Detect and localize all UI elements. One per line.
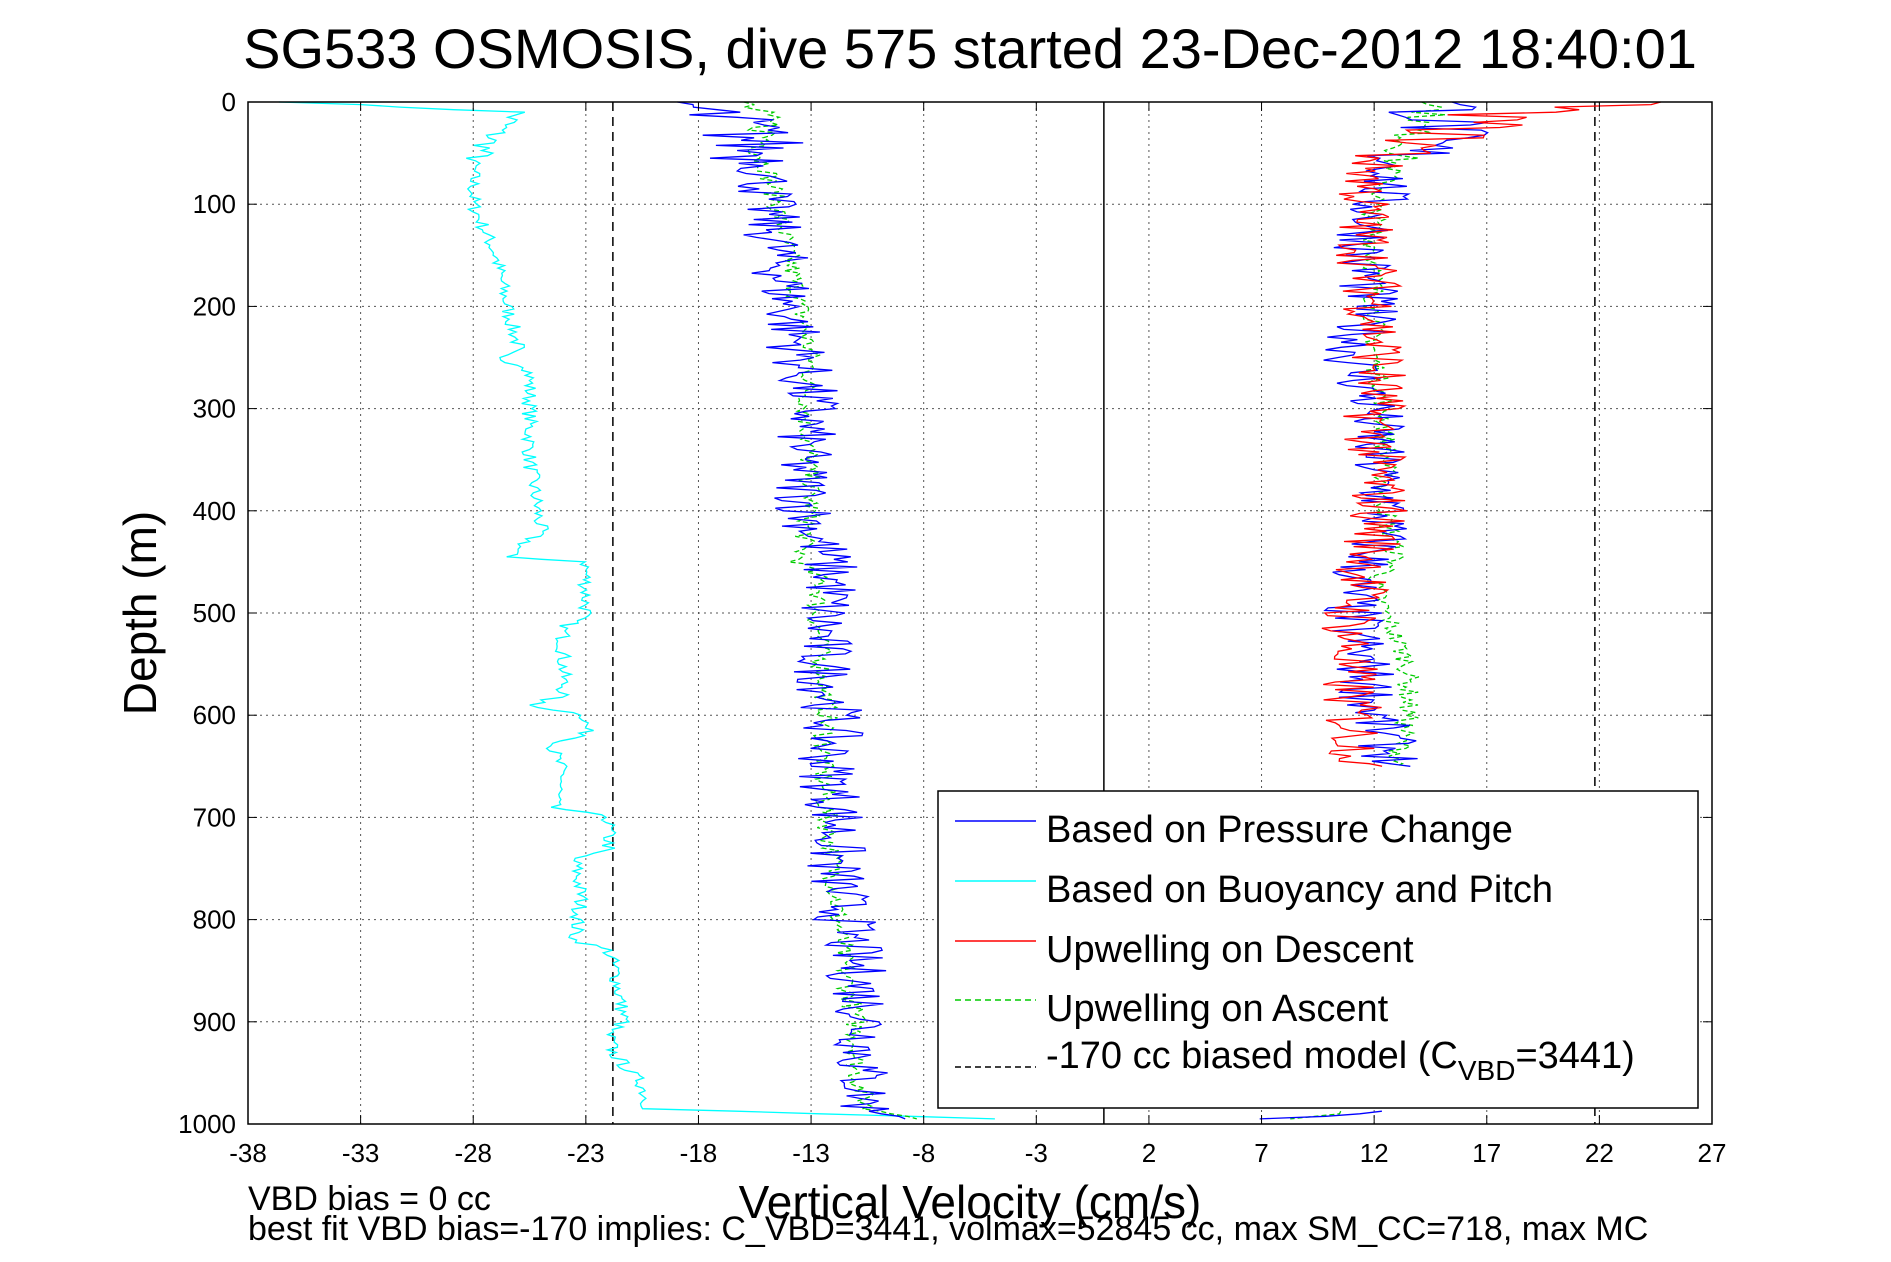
footer-best-fit: best fit VBD bias=-170 implies: C_VBD=34…	[248, 1210, 1649, 1248]
series-upwelling-descent	[1321, 101, 1661, 767]
x-tick-label: -23	[567, 1138, 605, 1168]
legend-label-ascent: Upwelling on Ascent	[1046, 988, 1389, 1030]
legend-label-pressure: Based on Pressure Change	[1046, 809, 1513, 851]
legend-label-descent: Upwelling on Descent	[1046, 929, 1414, 971]
series-pressure-change	[1259, 1110, 1382, 1120]
x-tick-label: 22	[1585, 1138, 1614, 1168]
x-tick-label: -3	[1025, 1138, 1048, 1168]
series-pressure-change	[677, 101, 906, 1120]
y-tick-label: 300	[193, 394, 236, 424]
legend-model-suffix: =3441)	[1515, 1035, 1634, 1077]
y-tick-label: 700	[193, 802, 236, 832]
y-tick-label: 200	[193, 291, 236, 321]
x-tick-label: -33	[342, 1138, 380, 1168]
series-upwelling-ascent	[1290, 1110, 1342, 1120]
x-tick-label: 7	[1254, 1138, 1268, 1168]
y-tick-label: 500	[193, 598, 236, 628]
x-axis-label: Vertical Velocity (cm/s)	[739, 1176, 1202, 1228]
y-tick-label: 0	[222, 87, 236, 117]
legend-label-model: -170 cc biased model (CVBD=3441)	[1046, 1035, 1635, 1086]
y-tick-label: 600	[193, 700, 236, 730]
legend: Based on Pressure Change Based on Buoyan…	[937, 790, 1699, 1109]
x-tick-label: -28	[454, 1138, 492, 1168]
x-tick-label: 2	[1142, 1138, 1156, 1168]
series-buoyancy-pitch	[278, 101, 995, 1120]
legend-label-buoyancy: Based on Buoyancy and Pitch	[1046, 869, 1553, 911]
footer-vbd-bias: VBD bias = 0 cc	[248, 1180, 491, 1218]
y-tick-label: 100	[193, 189, 236, 219]
y-tick-label: 800	[193, 905, 236, 935]
y-tick-label: 400	[193, 496, 236, 526]
x-tick-label: -38	[229, 1138, 267, 1168]
x-tick-label: 17	[1472, 1138, 1501, 1168]
x-tick-label: -8	[912, 1138, 935, 1168]
x-tick-label: 27	[1698, 1138, 1727, 1168]
axis-ticks: -38 -33 -28 -23 -18 -13 -8 -3 2 7 12 17 22 2701002003…	[178, 87, 1726, 1168]
legend-model-name: -170 cc biased model (C	[1046, 1035, 1458, 1077]
y-tick-label: 1000	[178, 1109, 236, 1139]
legend-model-subscript: VBD	[1458, 1055, 1516, 1086]
x-tick-label: -18	[680, 1138, 718, 1168]
x-tick-label: 12	[1360, 1138, 1389, 1168]
legend-box	[937, 790, 1699, 1109]
y-axis-label: Depth (m)	[114, 511, 166, 715]
chart-title: SG533 OSMOSIS, dive 575 started 23-Dec-2…	[243, 17, 1697, 80]
x-tick-label: -13	[792, 1138, 830, 1168]
data-series	[278, 101, 1661, 1120]
y-tick-label: 900	[193, 1007, 236, 1037]
